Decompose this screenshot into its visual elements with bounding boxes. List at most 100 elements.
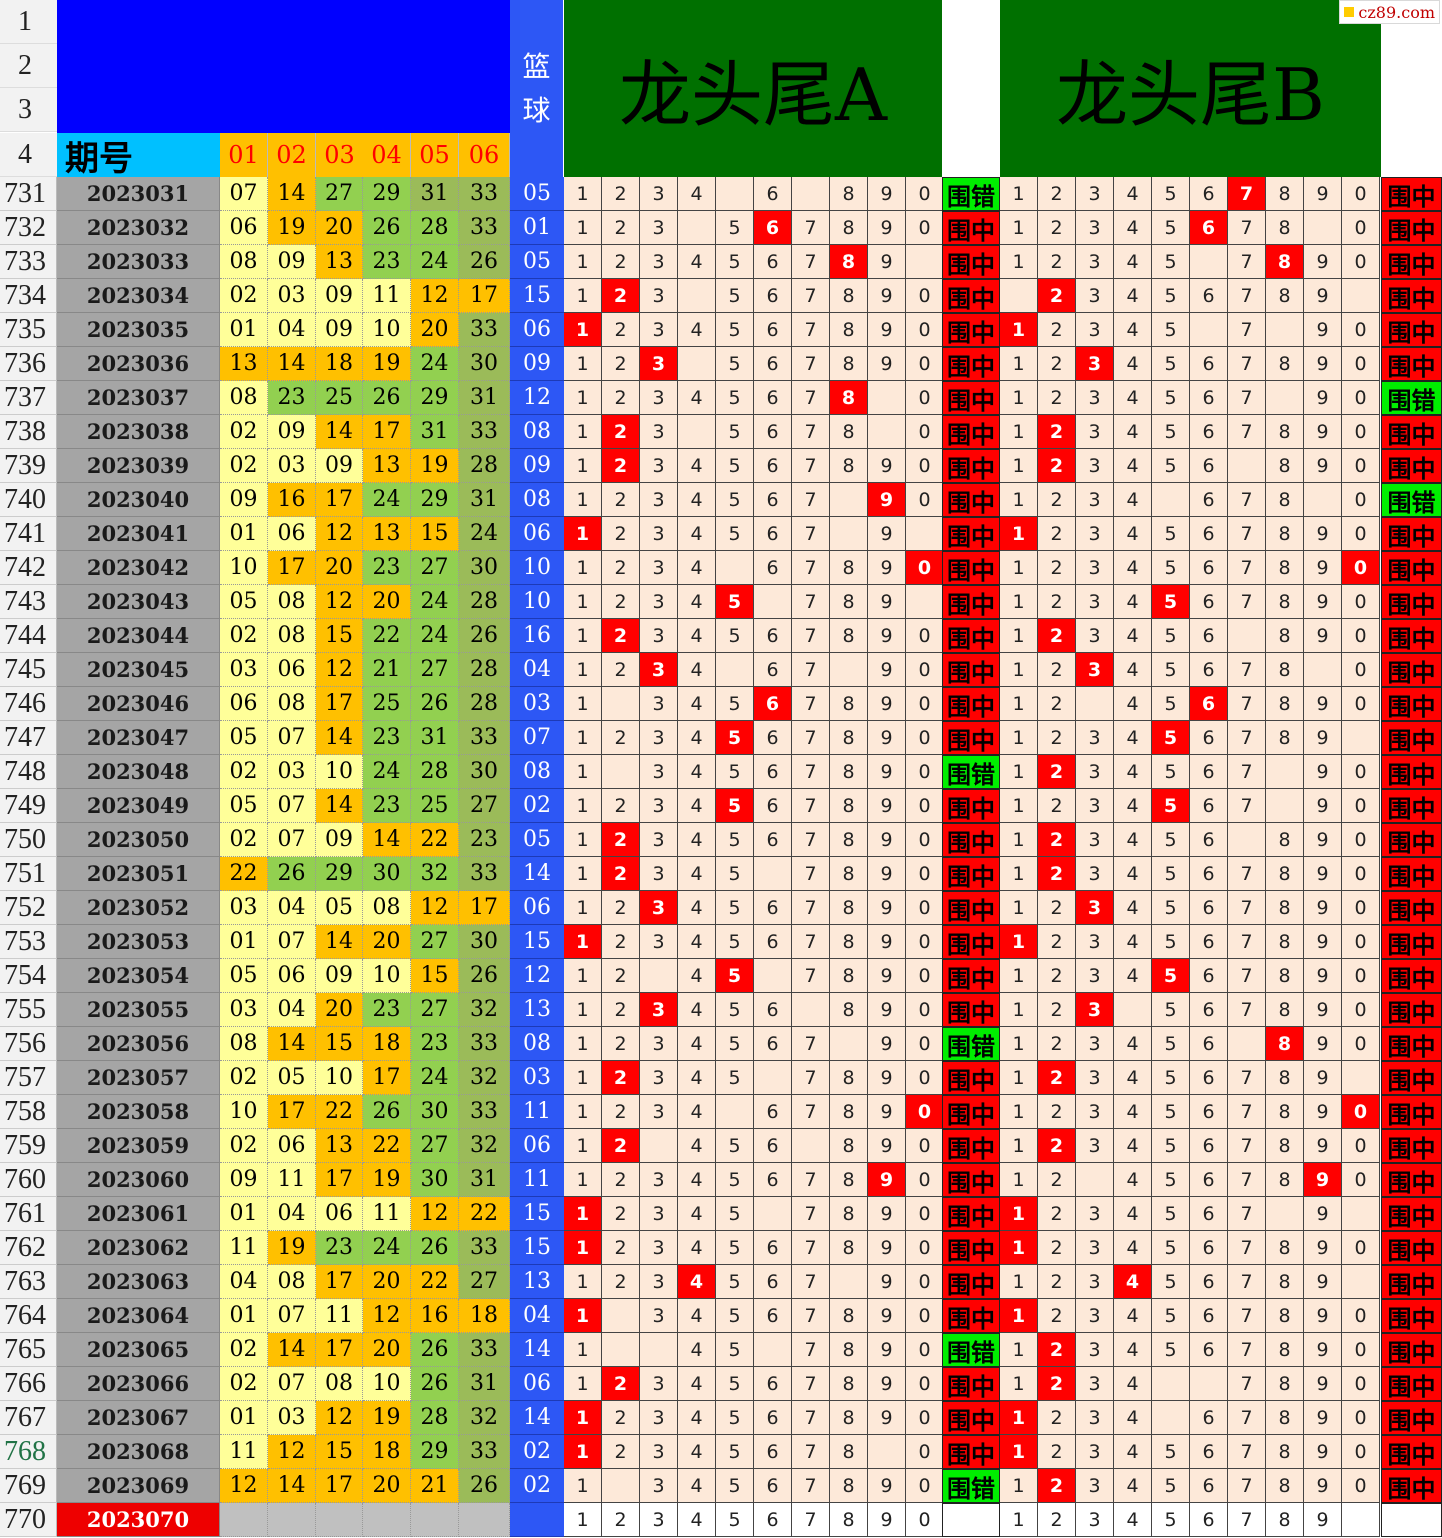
tail-a-cell[interactable]: 3 [640, 891, 678, 925]
tail-a-cell[interactable]: 8 [830, 381, 868, 415]
tail-b-cell[interactable]: 6 [1190, 381, 1228, 415]
tail-a-cell[interactable]: 6 [754, 449, 792, 483]
number-cell[interactable]: 09 [316, 959, 363, 993]
number-cell[interactable]: 09 [316, 449, 363, 483]
tail-a-cell[interactable]: 6 [754, 619, 792, 653]
tail-a-cell[interactable]: 1 [564, 1333, 602, 1367]
number-cell[interactable]: 32 [459, 993, 510, 1027]
tail-a-cell[interactable]: 8 [830, 993, 868, 1027]
number-cell[interactable]: 11 [220, 1231, 268, 1265]
tail-b-cell[interactable]: 3 [1076, 1299, 1114, 1333]
tail-a-cell[interactable] [830, 1265, 868, 1299]
tail-a-cell[interactable]: 7 [792, 585, 830, 619]
tail-b-cell[interactable]: 1 [1000, 245, 1038, 279]
tail-b-cell[interactable] [1076, 687, 1114, 721]
tail-a-cell[interactable]: 9 [868, 857, 906, 891]
blue-ball-cell[interactable]: 08 [510, 755, 564, 789]
tail-a-cell[interactable]: 4 [678, 177, 716, 211]
issue-cell[interactable]: 2023031 [57, 177, 220, 211]
tail-a-cell[interactable] [830, 517, 868, 551]
tail-a-cell[interactable]: 8 [830, 823, 868, 857]
tail-a-cell[interactable]: 6 [754, 1265, 792, 1299]
result-a-cell[interactable]: 围中 [942, 449, 1000, 483]
tail-a-cell[interactable]: 5 [716, 1265, 754, 1299]
tail-b-cell[interactable]: 7 [1228, 1333, 1266, 1367]
tail-a-cell[interactable]: 8 [830, 1503, 868, 1537]
tail-b-cell[interactable]: 4 [1114, 381, 1152, 415]
issue-cell[interactable]: 2023067 [57, 1401, 220, 1435]
tail-b-cell[interactable]: 1 [1000, 551, 1038, 585]
tail-a-cell[interactable]: 8 [830, 449, 868, 483]
number-cell[interactable]: 06 [268, 1129, 316, 1163]
tail-a-cell[interactable]: 8 [830, 857, 868, 891]
tail-a-cell[interactable]: 7 [792, 1197, 830, 1231]
result-b-cell[interactable]: 围中 [1381, 1231, 1442, 1265]
result-b-cell[interactable]: 围中 [1381, 1435, 1442, 1469]
tail-b-cell[interactable]: 5 [1152, 1469, 1190, 1503]
tail-a-cell[interactable]: 7 [792, 517, 830, 551]
tail-b-cell[interactable]: 0 [1342, 517, 1380, 551]
tail-b-cell[interactable]: 9 [1304, 959, 1342, 993]
number-cell[interactable]: 08 [363, 891, 411, 925]
tail-b-cell[interactable]: 3 [1076, 1265, 1114, 1299]
tail-a-cell[interactable]: 4 [678, 755, 716, 789]
row-number[interactable]: 756 [0, 1027, 57, 1061]
tail-b-cell[interactable]: 5 [1152, 449, 1190, 483]
tail-a-cell[interactable]: 6 [754, 1231, 792, 1265]
tail-a-cell[interactable]: 8 [830, 1129, 868, 1163]
tail-b-cell[interactable]: 5 [1152, 1231, 1190, 1265]
tail-a-cell[interactable]: 8 [830, 687, 868, 721]
tail-a-cell[interactable]: 4 [678, 381, 716, 415]
tail-b-cell[interactable]: 7 [1228, 721, 1266, 755]
tail-a-cell[interactable]: 1 [564, 381, 602, 415]
number-cell[interactable]: 27 [459, 1265, 510, 1299]
tail-b-cell[interactable]: 9 [1304, 551, 1342, 585]
issue-cell[interactable]: 2023037 [57, 381, 220, 415]
tail-b-cell[interactable]: 3 [1076, 177, 1114, 211]
tail-b-cell[interactable]: 0 [1342, 381, 1380, 415]
tail-a-cell[interactable]: 1 [564, 1163, 602, 1197]
tail-a-cell[interactable]: 2 [602, 1231, 640, 1265]
tail-b-cell[interactable]: 3 [1076, 279, 1114, 313]
tail-a-cell[interactable]: 1 [564, 1367, 602, 1401]
issue-column-header[interactable]: 期号 [57, 133, 220, 179]
tail-a-cell[interactable]: 4 [678, 1027, 716, 1061]
tail-a-cell[interactable]: 6 [754, 755, 792, 789]
tail-b-cell[interactable]: 4 [1114, 619, 1152, 653]
result-b-cell[interactable]: 围中 [1381, 619, 1442, 653]
tail-a-cell[interactable] [792, 993, 830, 1027]
tail-a-cell[interactable]: 8 [830, 721, 868, 755]
tail-b-cell[interactable] [1342, 721, 1380, 755]
tail-b-cell[interactable]: 6 [1190, 1435, 1228, 1469]
number-cell[interactable]: 15 [316, 619, 363, 653]
tail-a-cell[interactable]: 3 [640, 449, 678, 483]
position-header-5[interactable]: 05 [411, 133, 459, 177]
tail-a-cell[interactable]: 2 [602, 959, 640, 993]
tail-a-cell[interactable]: 4 [678, 925, 716, 959]
number-cell[interactable]: 07 [268, 823, 316, 857]
number-cell[interactable]: 02 [220, 1129, 268, 1163]
tail-a-cell[interactable]: 3 [640, 1095, 678, 1129]
tail-a-cell[interactable]: 3 [640, 1435, 678, 1469]
tail-b-cell[interactable]: 3 [1076, 347, 1114, 381]
blue-ball-cell[interactable]: 09 [510, 347, 564, 381]
number-cell[interactable]: 26 [459, 1469, 510, 1503]
row-number[interactable]: 755 [0, 993, 57, 1027]
tail-a-cell[interactable]: 4 [678, 1401, 716, 1435]
tail-a-cell[interactable]: 2 [602, 313, 640, 347]
number-cell[interactable]: 23 [363, 721, 411, 755]
result-a-cell[interactable]: 围中 [942, 857, 1000, 891]
tail-a-cell[interactable]: 9 [868, 1231, 906, 1265]
result-a-cell[interactable]: 围中 [942, 959, 1000, 993]
tail-a-cell[interactable]: 0 [906, 1231, 944, 1265]
result-b-cell[interactable]: 围中 [1381, 959, 1442, 993]
tail-b-cell[interactable]: 5 [1152, 1197, 1190, 1231]
number-cell[interactable]: 20 [363, 585, 411, 619]
tail-b-cell[interactable]: 4 [1114, 1401, 1152, 1435]
tail-b-cell[interactable]: 3 [1076, 619, 1114, 653]
number-cell[interactable]: 10 [363, 313, 411, 347]
tail-b-cell[interactable]: 9 [1304, 1095, 1342, 1129]
number-cell[interactable]: 17 [268, 1095, 316, 1129]
tail-b-cell[interactable]: 5 [1152, 959, 1190, 993]
tail-a-cell[interactable] [754, 1197, 792, 1231]
